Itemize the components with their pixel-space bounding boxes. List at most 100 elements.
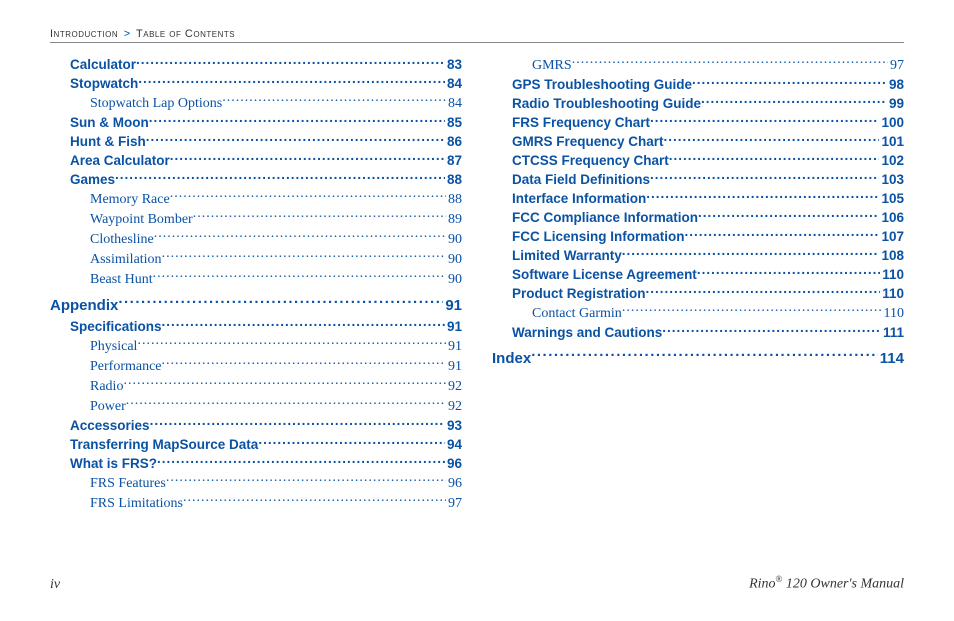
page-number: iv bbox=[50, 577, 60, 593]
toc-entry[interactable]: Radio92 bbox=[90, 376, 462, 396]
toc-entry[interactable]: Physical91 bbox=[90, 336, 462, 356]
toc-entry-page: 86 bbox=[445, 132, 462, 151]
toc-entry-title: Stopwatch Lap Options bbox=[90, 94, 222, 113]
toc-entry[interactable]: Appendix91 bbox=[50, 295, 462, 317]
toc-entry-page: 92 bbox=[446, 397, 462, 416]
toc-entry[interactable]: FCC Compliance Information106 bbox=[512, 208, 904, 227]
toc-entry[interactable]: Speciﬁcations91 bbox=[70, 317, 462, 336]
breadcrumb-toc: Table of Contents bbox=[136, 28, 235, 40]
toc-entry-page: 93 bbox=[445, 416, 462, 435]
toc-entry-title: What is FRS? bbox=[70, 454, 157, 473]
toc-entry-page: 90 bbox=[446, 250, 462, 269]
toc-leader-dots bbox=[115, 171, 445, 185]
toc-entry-title: Performance bbox=[90, 357, 162, 376]
toc-entry[interactable]: Index114 bbox=[492, 348, 904, 370]
toc-entry-page: 83 bbox=[445, 55, 462, 74]
toc-entry[interactable]: Contact Garmin110 bbox=[532, 303, 904, 323]
toc-leader-dots bbox=[664, 133, 880, 147]
toc-entry-title: Product Registration bbox=[512, 284, 646, 303]
toc-entry[interactable]: Assimilation 90 bbox=[90, 249, 462, 269]
toc-entry-page: 89 bbox=[446, 210, 462, 229]
toc-entry[interactable]: Stopwatch Lap Options84 bbox=[90, 93, 462, 113]
toc-entry[interactable]: Stopwatch84 bbox=[70, 74, 462, 93]
toc-leader-dots bbox=[697, 266, 880, 280]
toc-entry-title: FCC Compliance Information bbox=[512, 208, 698, 227]
breadcrumb: Introduction > Table of Contents bbox=[50, 28, 235, 40]
toc-entry[interactable]: Hunt & Fish86 bbox=[70, 132, 462, 151]
toc-leader-dots bbox=[662, 324, 881, 338]
toc-entry[interactable]: Data Field Deﬁnitions 103 bbox=[512, 170, 904, 189]
toc-entry[interactable]: Clothesline90 bbox=[90, 229, 462, 249]
toc-entry-page: 103 bbox=[879, 170, 904, 189]
toc-leader-dots bbox=[193, 209, 446, 223]
toc-entry-title: Appendix bbox=[50, 295, 118, 317]
toc-entry-page: 98 bbox=[887, 75, 904, 94]
toc-entry-page: 94 bbox=[445, 435, 462, 454]
toc-leader-dots bbox=[698, 209, 879, 223]
toc-entry[interactable]: Sun & Moon85 bbox=[70, 113, 462, 132]
toc-entry[interactable]: GPS Troubleshooting Guide98 bbox=[512, 75, 904, 94]
toc-entry-title: Radio Troubleshooting Guide bbox=[512, 94, 701, 113]
toc-leader-dots bbox=[153, 269, 446, 283]
toc-entry[interactable]: FRS Frequency Chart100 bbox=[512, 113, 904, 132]
toc-entry-page: 114 bbox=[878, 348, 904, 370]
toc-entry[interactable]: What is FRS?96 bbox=[70, 454, 462, 473]
toc-entry-title: Assimilation bbox=[90, 250, 162, 269]
toc-entry[interactable]: Radio Troubleshooting Guide99 bbox=[512, 94, 904, 113]
toc-entry-page: 107 bbox=[879, 227, 904, 246]
toc-entry[interactable]: FRS Limitations 97 bbox=[90, 493, 462, 513]
toc-entry[interactable]: Interface Information105 bbox=[512, 189, 904, 208]
toc-entry[interactable]: CTCSS Frequency Chart102 bbox=[512, 151, 904, 170]
breadcrumb-intro: Introduction bbox=[50, 28, 118, 40]
toc-entry-title: Beast Hunt bbox=[90, 270, 153, 289]
toc-entry[interactable]: FRS Features96 bbox=[90, 473, 462, 493]
toc-entry-title: CTCSS Frequency Chart bbox=[512, 151, 669, 170]
toc-entry-title: Warnings and Cautions bbox=[512, 323, 662, 342]
toc-entry-page: 97 bbox=[446, 494, 462, 513]
toc-entry-page: 85 bbox=[445, 113, 462, 132]
toc-leader-dots bbox=[166, 473, 446, 487]
toc-entry-page: 110 bbox=[880, 265, 904, 284]
toc-leader-dots bbox=[183, 493, 446, 507]
toc-entry-title: Accessories bbox=[70, 416, 150, 435]
toc-entry-title: FRS Limitations bbox=[90, 494, 183, 513]
toc-entry[interactable]: Power 92 bbox=[90, 396, 462, 416]
toc-entry[interactable]: Beast Hunt 90 bbox=[90, 269, 462, 289]
toc-entry-title: FRS Features bbox=[90, 474, 166, 493]
toc-entry-title: Speciﬁcations bbox=[70, 317, 162, 336]
toc-leader-dots bbox=[146, 133, 445, 147]
toc-leader-dots bbox=[162, 318, 445, 332]
toc-entry[interactable]: Area Calculator87 bbox=[70, 151, 462, 170]
toc-leader-dots bbox=[149, 114, 445, 128]
toc-entry[interactable]: Software License Agreement110 bbox=[512, 265, 904, 284]
toc-entry-title: FRS Frequency Chart bbox=[512, 113, 650, 132]
toc-entry[interactable]: Memory Race88 bbox=[90, 189, 462, 209]
toc-columns: Calculator83Stopwatch84Stopwatch Lap Opt… bbox=[50, 55, 904, 561]
toc-entry[interactable]: Limited Warranty108 bbox=[512, 246, 904, 265]
toc-entry[interactable]: Performance91 bbox=[90, 356, 462, 376]
toc-entry-title: FCC Licensing Information bbox=[512, 227, 685, 246]
toc-entry-title: Power bbox=[90, 397, 126, 416]
toc-entry[interactable]: Transferring MapSource Data94 bbox=[70, 435, 462, 454]
toc-entry-title: Interface Information bbox=[512, 189, 646, 208]
toc-entry-title: Data Field Deﬁnitions bbox=[512, 170, 650, 189]
toc-leader-dots bbox=[138, 75, 445, 89]
toc-entry[interactable]: Calculator83 bbox=[70, 55, 462, 74]
toc-entry[interactable]: Warnings and Cautions111 bbox=[512, 323, 904, 342]
toc-entry[interactable]: GMRS97 bbox=[532, 55, 904, 75]
toc-leader-dots bbox=[126, 396, 446, 410]
manual-title-pre: Rino bbox=[749, 577, 775, 592]
toc-entry-title: Stopwatch bbox=[70, 74, 138, 93]
toc-entry-title: Contact Garmin bbox=[532, 304, 622, 323]
toc-entry[interactable]: Games88 bbox=[70, 170, 462, 189]
toc-entry-title: Physical bbox=[90, 337, 137, 356]
toc-entry[interactable]: Waypoint Bomber89 bbox=[90, 209, 462, 229]
toc-entry[interactable]: FCC Licensing Information 107 bbox=[512, 227, 904, 246]
toc-entry-page: 88 bbox=[445, 170, 462, 189]
toc-entry-page: 90 bbox=[446, 270, 462, 289]
toc-entry[interactable]: Product Registration110 bbox=[512, 284, 904, 303]
toc-entry[interactable]: Accessories 93 bbox=[70, 416, 462, 435]
toc-leader-dots bbox=[136, 56, 445, 70]
toc-entry[interactable]: GMRS Frequency Chart101 bbox=[512, 132, 904, 151]
toc-entry-title: Memory Race bbox=[90, 190, 170, 209]
